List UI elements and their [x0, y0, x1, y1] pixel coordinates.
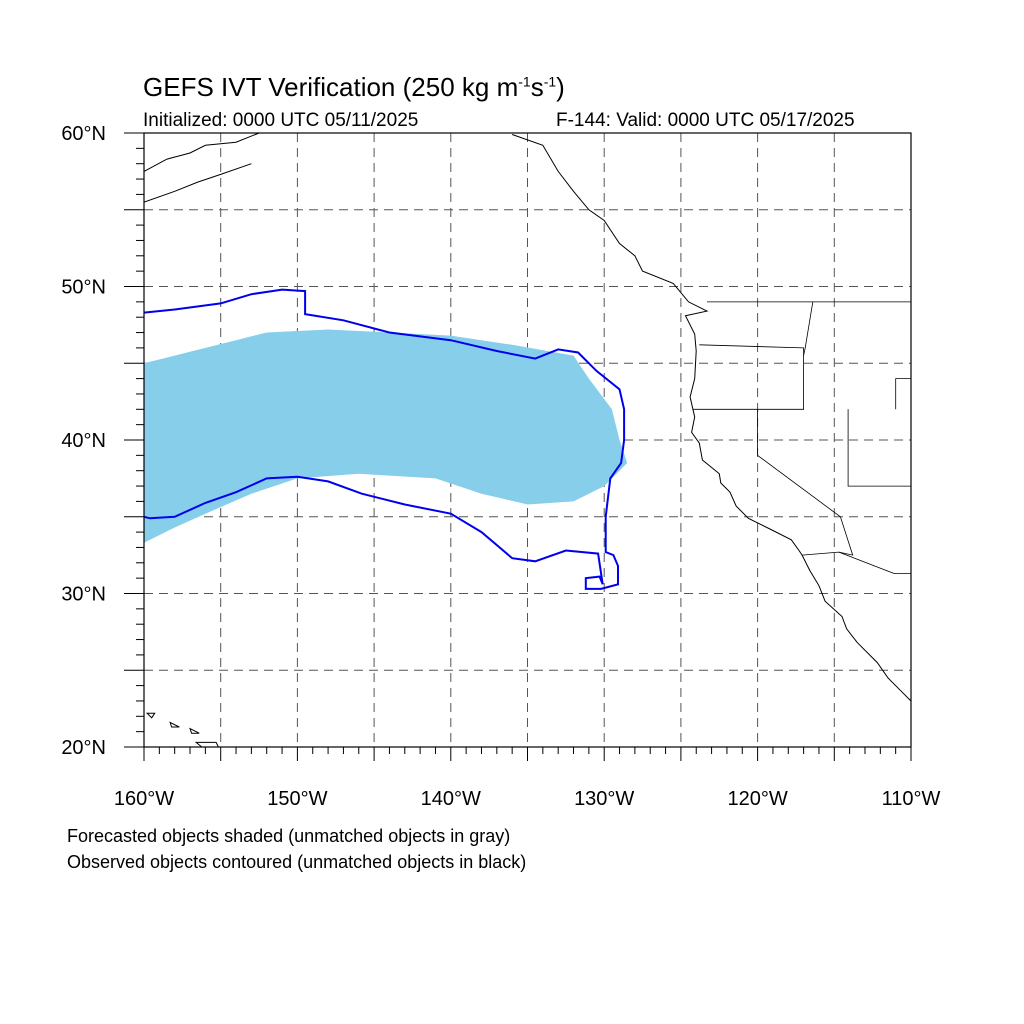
x-tick-label: 160°W [114, 788, 174, 810]
y-tick-label: 40°N [61, 430, 106, 452]
state-border [693, 344, 804, 410]
alaska-peninsula [144, 163, 252, 203]
x-tick-label: 140°W [421, 788, 481, 810]
y-tick-label: 50°N [61, 277, 106, 299]
chart-title: GEFS IVT Verification (250 kg m-1s-1) [143, 72, 565, 102]
hawaii-island [194, 741, 219, 747]
forecast-object-shading [144, 329, 628, 543]
observed-caption: Observed objects contoured (unmatched ob… [67, 852, 527, 872]
forecast-caption: Forecasted objects shaded (unmatched obj… [67, 826, 511, 846]
forecast-object [144, 329, 628, 543]
hawaii-island [145, 712, 156, 719]
axis-labels: 160°W 150°W 140°W 130°W 120°W 110°W 60°N 50°N 40… [61, 123, 940, 810]
state-border [757, 409, 841, 518]
state-border [847, 409, 911, 487]
y-tick-label: 20°N [61, 737, 106, 759]
valid-time: F-144: Valid: 0000 UTC 05/17/2025 [556, 110, 855, 131]
state-border [895, 378, 911, 410]
y-tick-label: 60°N [61, 123, 106, 145]
hawaii-island [169, 721, 180, 728]
init-time: Initialized: 0000 UTC 05/11/2025 [143, 110, 419, 131]
x-tick-label: 110°W [882, 788, 941, 810]
alaska-coast [144, 133, 260, 172]
x-tick-label: 120°W [727, 788, 787, 810]
state-border [838, 551, 911, 574]
observed-object-contour [144, 288, 626, 590]
y-tick-label: 30°N [61, 584, 106, 606]
state-border [803, 301, 814, 356]
west-coast-line [512, 134, 911, 702]
x-tick-label: 150°W [267, 788, 327, 810]
observed-object [144, 288, 626, 590]
hawaii-island [189, 727, 200, 734]
state-border [802, 516, 854, 556]
map-frame [124, 132, 912, 761]
x-tick-label: 130°W [574, 788, 634, 810]
coastline [144, 133, 911, 747]
